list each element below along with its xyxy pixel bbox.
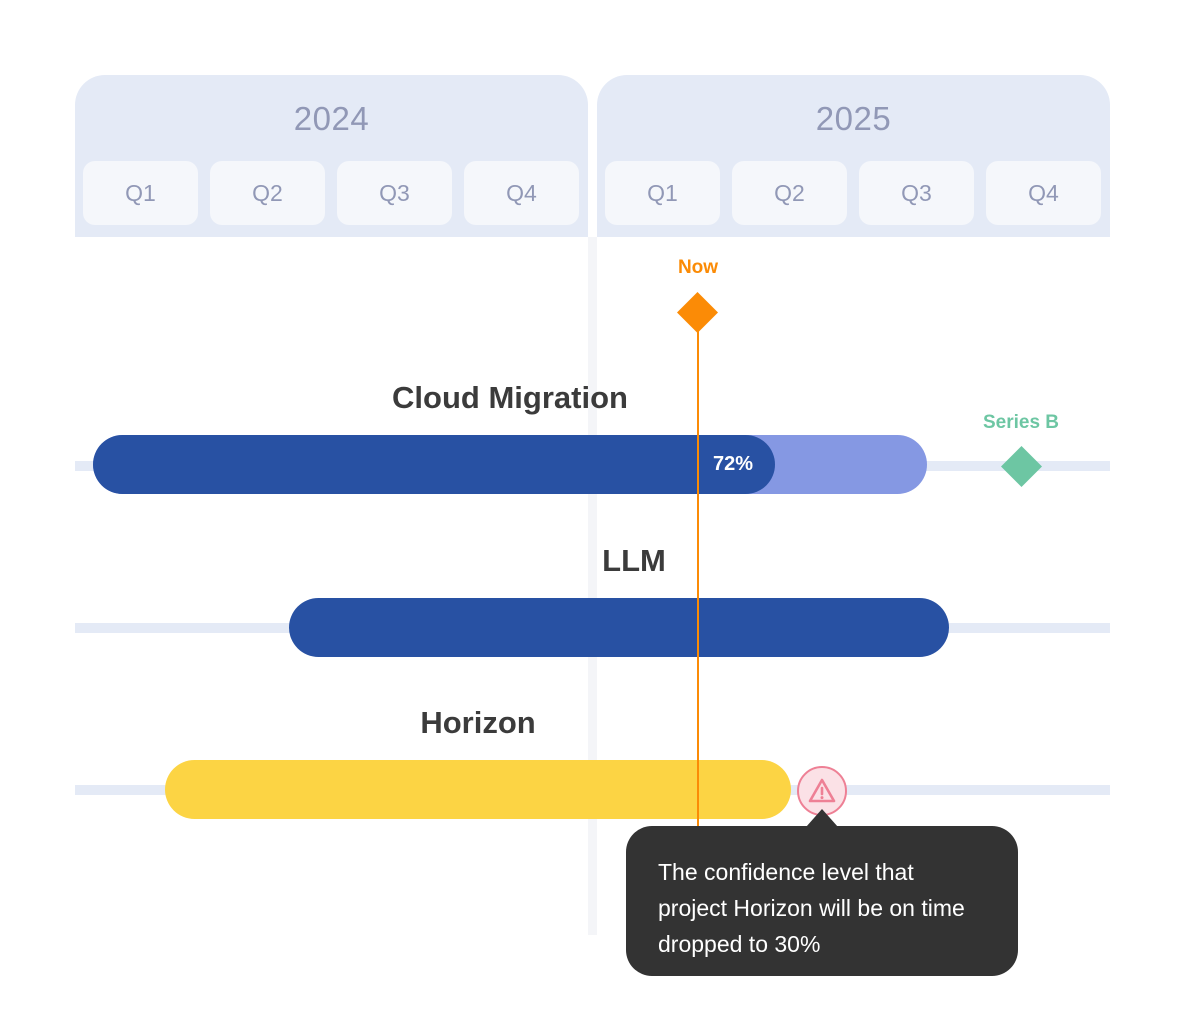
now-line	[697, 312, 699, 827]
now-diamond-icon[interactable]	[676, 291, 719, 334]
project-title-llm: LLM	[602, 543, 666, 578]
quarter-cell: Q3	[337, 161, 452, 225]
milestone-diamond-icon[interactable]	[1000, 445, 1043, 488]
warning-tooltip: The confidence level that project Horizo…	[626, 826, 1018, 976]
project-bar-llm[interactable]	[289, 598, 949, 657]
quarter-cell: Q4	[986, 161, 1101, 225]
tooltip-text: The confidence level that project Horizo…	[658, 859, 965, 957]
warning-icon[interactable]	[797, 766, 847, 816]
quarter-cell: Q2	[210, 161, 325, 225]
now-label: Now	[677, 257, 719, 278]
quarter-cell: Q1	[605, 161, 720, 225]
quarter-cell: Q1	[83, 161, 198, 225]
progress-fill-cloud-migration	[93, 435, 775, 494]
tooltip-arrow	[806, 809, 838, 827]
quarter-cell: Q2	[732, 161, 847, 225]
project-title-cloud-migration: Cloud Migration	[392, 380, 628, 415]
year-label: 2024	[293, 100, 370, 137]
quarter-cell: Q4	[464, 161, 579, 225]
project-bar-horizon[interactable]	[165, 760, 791, 819]
project-title-horizon: Horizon	[420, 705, 536, 740]
milestone-label-series-b: Series B	[982, 412, 1060, 433]
year-label: 2025	[815, 100, 892, 137]
progress-label: 72%	[713, 453, 754, 475]
year-divider	[588, 237, 597, 935]
quarter-cell: Q3	[859, 161, 974, 225]
warning-triangle-icon	[808, 778, 836, 803]
